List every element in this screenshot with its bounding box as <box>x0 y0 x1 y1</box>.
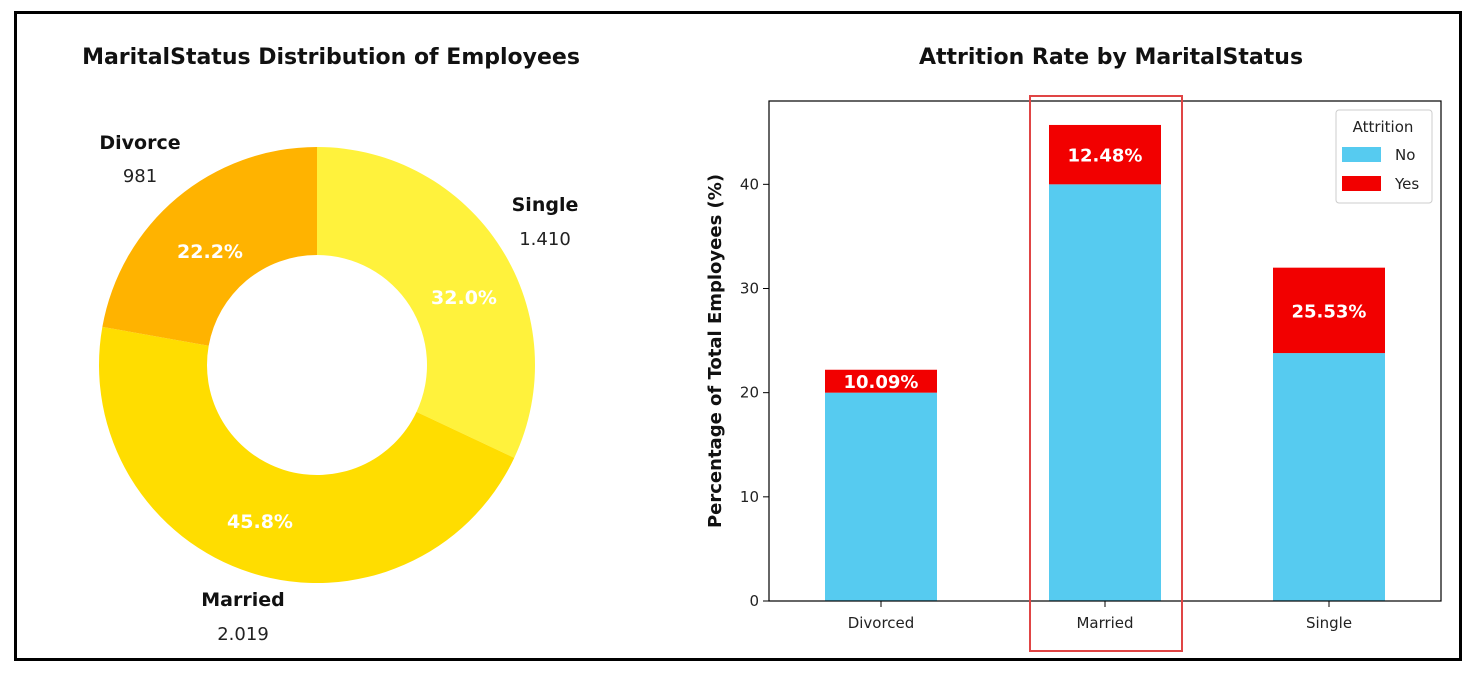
highlight-box <box>1029 95 1183 652</box>
bar-axes: Divorced Married Single 0 10 20 30 40 <box>740 100 1442 632</box>
bar-label-divorced: 10.09% <box>844 372 919 393</box>
bar-married-yes <box>1049 124 1161 185</box>
bar-label-married: 12.48% <box>1068 146 1143 167</box>
bar-title: Attrition Rate by MaritalStatus <box>919 45 1303 70</box>
legend: Attrition No Yes <box>1335 109 1433 204</box>
slice-pct-single: 32.0% <box>431 287 497 309</box>
bar-divorced-yes <box>825 369 937 393</box>
donut-slice-divorce <box>102 147 317 346</box>
y-axis-label: Percentage of Total Employees (%) <box>705 174 726 528</box>
slice-count-single: 1.410 <box>519 229 571 250</box>
y-tick-label-30: 30 <box>740 280 759 298</box>
slice-count-married: 2.019 <box>217 624 269 645</box>
y-tick-label-10: 10 <box>740 488 759 506</box>
donut-slice-married <box>99 326 515 583</box>
bar-marks: 10.09% 12.48% 25.53% <box>825 124 1385 602</box>
slice-name-single: Single <box>512 194 579 216</box>
slice-count-divorce: 981 <box>123 166 157 187</box>
legend-label-no: No <box>1395 146 1415 164</box>
bar-chart: Attrition Rate by MaritalStatus Percenta… <box>705 45 1442 652</box>
x-tick-label-married: Married <box>1076 614 1133 632</box>
donut-slice-single <box>317 147 535 458</box>
slice-pct-divorce: 22.2% <box>177 241 243 263</box>
y-tick-label-40: 40 <box>740 175 759 193</box>
donut-slices <box>99 147 535 583</box>
slice-name-married: Married <box>201 589 284 611</box>
y-tick-label-20: 20 <box>740 384 759 402</box>
slice-pct-married: 45.8% <box>227 511 293 533</box>
donut-chart: MaritalStatus Distribution of Employees … <box>82 45 580 645</box>
plot-frame <box>768 100 1442 602</box>
legend-swatch-no <box>1342 147 1381 162</box>
bar-divorced-no <box>825 392 937 601</box>
y-tick-label-0: 0 <box>749 592 759 610</box>
bar-single-no <box>1273 353 1385 601</box>
x-tick-label-divorced: Divorced <box>848 614 915 632</box>
bar-label-single: 25.53% <box>1292 301 1367 322</box>
legend-title: Attrition <box>1353 118 1414 136</box>
legend-swatch-yes <box>1342 176 1381 191</box>
slice-name-divorce: Divorce <box>99 132 180 154</box>
donut-title: MaritalStatus Distribution of Employees <box>82 45 580 70</box>
bar-married-no <box>1049 184 1161 602</box>
bar-single-yes <box>1273 267 1385 354</box>
legend-label-yes: Yes <box>1394 175 1419 193</box>
x-tick-label-single: Single <box>1306 614 1352 632</box>
